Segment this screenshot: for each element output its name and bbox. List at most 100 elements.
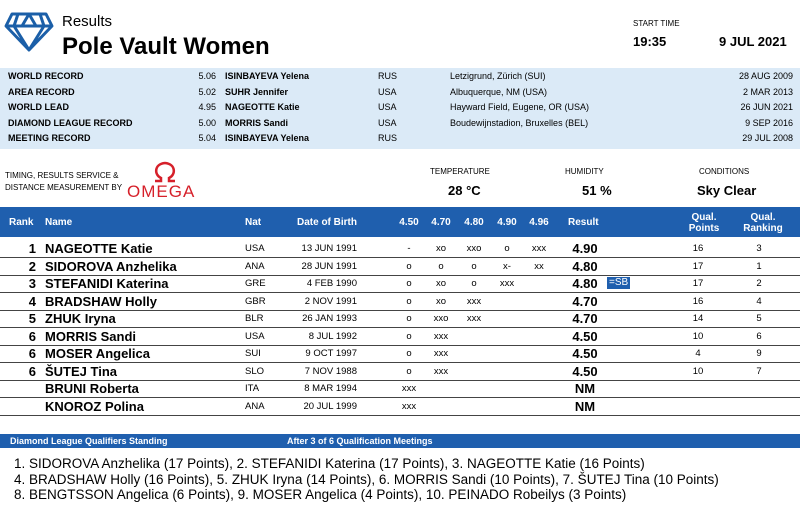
result: 4.50 (572, 346, 598, 361)
dob: 2 NOV 1991 (304, 295, 357, 307)
athlete-name: BRUNI Roberta (45, 381, 139, 396)
attempt: xo (435, 243, 447, 254)
record-holder: ISINBAYEVA Yelena (225, 71, 310, 81)
nat: ANA (245, 400, 265, 412)
attempt: o (406, 365, 412, 377)
nat: GBR (245, 295, 266, 307)
dob: 26 JAN 1993 (302, 313, 357, 324)
records-panel (0, 68, 800, 149)
record-label: AREA RECORD (8, 86, 75, 97)
row-divider (0, 362, 800, 363)
attempt: o (406, 348, 412, 359)
attempt: o (406, 313, 412, 324)
record-holder: ISINBAYEVA Yelena (225, 133, 310, 143)
attempt: xxx (466, 295, 482, 307)
dob: 8 MAR 1994 (304, 383, 357, 394)
attempt: xxx (466, 313, 482, 324)
athlete-name: MOSER Angelica (45, 346, 150, 361)
col-name: Name (45, 217, 73, 228)
note: =SB (607, 277, 631, 289)
row-divider (0, 414, 800, 416)
col-points: Qual. Points (688, 212, 720, 234)
attempt: x- (503, 260, 511, 272)
row-divider (0, 274, 800, 276)
rank: 5 (28, 311, 36, 326)
qual-points: 17 (692, 278, 704, 289)
attempt: xxx (433, 330, 449, 342)
result: 4.50 (572, 328, 598, 344)
record-holder: MORRIS Sandi (225, 117, 289, 128)
standings-line: 4. BRADSHAW Holly (16 Points), 5. ZHUK I… (14, 471, 719, 487)
attempt: xxo (466, 243, 482, 254)
attempt: o (406, 278, 412, 289)
nat: SUI (245, 348, 261, 359)
record-value: 5.02 (198, 86, 216, 97)
record-label: WORLD RECORD (8, 71, 84, 81)
attempt: o (471, 278, 477, 289)
row-divider (0, 327, 800, 328)
record-place: Letzigrund, Zürich (SUI) (450, 71, 546, 81)
rank: 1 (28, 241, 36, 256)
col-height: 4.90 (497, 217, 517, 228)
qual-points: 17 (692, 260, 704, 272)
attempt: o (406, 260, 412, 272)
timing-line: DISTANCE MEASUREMENT BY (5, 183, 123, 192)
col-height: 4.80 (464, 217, 484, 228)
attempt: - (407, 243, 411, 254)
timing-line: TIMING, RESULTS SERVICE & (5, 171, 119, 180)
result: 4.80 (572, 258, 598, 274)
attempt: o (406, 295, 412, 307)
attempt: xo (435, 295, 447, 307)
attempt: xxx (499, 278, 515, 289)
athlete-name: MORRIS Sandi (45, 328, 137, 344)
result: NM (574, 398, 596, 414)
omega-symbol (155, 161, 175, 183)
row-divider (0, 292, 800, 293)
standings-subtitle: After 3 of 6 Qualification Meetings (287, 436, 433, 446)
row-divider (0, 257, 800, 258)
rank: 6 (28, 363, 36, 379)
col-result: Result (568, 217, 599, 228)
nat: USA (245, 243, 265, 254)
dob: 28 JUN 1991 (301, 260, 357, 272)
record-nat: USA (378, 102, 397, 112)
col-height: 4.70 (431, 217, 451, 228)
omega-brand: OMEGA (127, 182, 196, 201)
conditions-label: CONDITIONS (699, 167, 750, 176)
col-ranking: Qual. Ranking (743, 212, 783, 234)
nat: USA (245, 330, 265, 342)
record-place: Albuquerque, NM (USA) (450, 86, 548, 97)
record-date: 9 SEP 2016 (745, 117, 793, 128)
row-divider (0, 379, 800, 381)
col-height: 4.50 (399, 217, 419, 228)
athlete-name: NAGEOTTE Katie (45, 241, 153, 256)
qual-ranking: 6 (756, 330, 762, 342)
title: Pole Vault Women (62, 33, 270, 60)
record-place: Boudewijnstadion, Bruxelles (BEL) (450, 117, 589, 128)
record-value: 5.04 (198, 133, 216, 143)
logo (4, 12, 54, 52)
nat: BLR (245, 313, 264, 324)
attempt: xxx (433, 365, 449, 377)
attempt: xxo (433, 313, 449, 324)
row-divider (0, 309, 800, 311)
athlete-name: KNOROZ Polina (45, 398, 144, 414)
attempt: xxx (401, 400, 417, 412)
standings-line: 1. SIDOROVA Anzhelika (17 Points), 2. ST… (14, 456, 645, 471)
qual-ranking: 2 (756, 278, 762, 289)
result: 4.80 (572, 276, 598, 291)
rank: 4 (28, 293, 36, 309)
qual-points: 14 (692, 313, 704, 324)
qual-points: 16 (692, 243, 704, 254)
attempt: xxx (433, 348, 449, 359)
temperature: 28 °C (448, 183, 481, 198)
result: 4.70 (572, 311, 598, 326)
record-value: 4.95 (198, 102, 216, 112)
standings-bar (0, 434, 800, 448)
dob: 9 OCT 1997 (305, 348, 357, 359)
result: 4.70 (572, 293, 598, 309)
athlete-name: ŠUTEJ Tina (45, 363, 118, 379)
record-date: 29 JUL 2008 (742, 133, 793, 143)
qual-ranking: 3 (756, 243, 762, 254)
